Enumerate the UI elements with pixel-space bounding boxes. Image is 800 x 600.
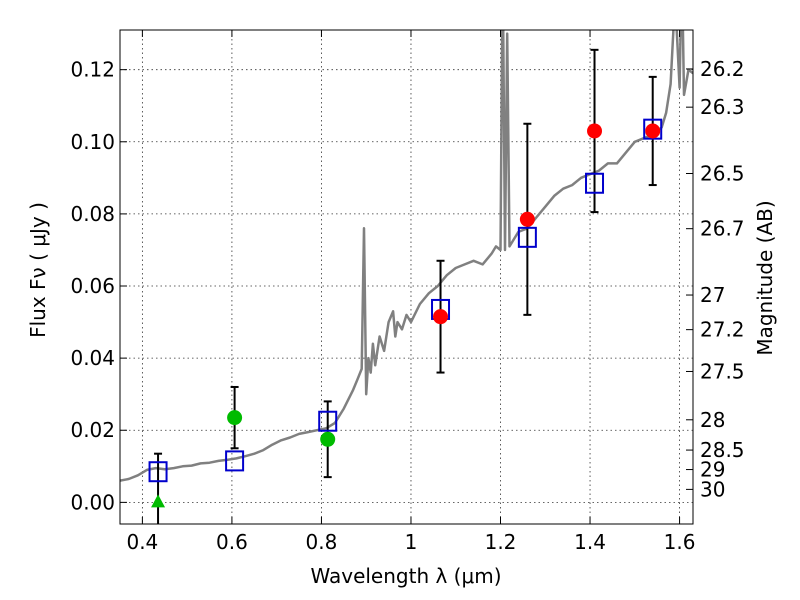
magnitude-tick-label: 30	[700, 477, 725, 501]
x-tick-label: 1.6	[664, 530, 696, 554]
observed-circle-marker	[519, 211, 535, 227]
observed-circle-marker	[587, 123, 603, 139]
model-square-marker	[517, 226, 537, 248]
observed-circle-marker	[227, 410, 243, 426]
x-tick-label: 1.4	[574, 530, 606, 554]
magnitude-tick-label: 27.5	[700, 359, 745, 383]
y-axis: 0.00 0.02 0.04 0.06 0.08 0.10 0.12	[70, 58, 127, 514]
magnitude-tick-label: 26.7	[700, 217, 745, 241]
model-square-marker	[318, 410, 338, 432]
observed-circle-marker	[433, 309, 449, 325]
upper-limit-triangle-marker	[151, 494, 166, 508]
y-tick-label: 0.10	[70, 130, 115, 154]
observed-circle-marker	[645, 123, 661, 139]
x-tick-label: 0.6	[216, 530, 248, 554]
magnitude-tick-label: 29	[700, 458, 725, 482]
magnitude-tick-label: 26.5	[700, 162, 745, 186]
x-tick-label: 0.4	[126, 530, 158, 554]
model-square-marker	[643, 118, 663, 140]
x-tick-label: 1	[405, 530, 418, 554]
y-tick-label: 0.04	[70, 346, 115, 370]
plot-background	[120, 30, 693, 524]
x-tick-label: 1.2	[485, 530, 517, 554]
y-tick-label: 0.00	[70, 490, 115, 514]
magnitude-tick-label: 28.5	[700, 438, 745, 462]
y-tick-label: 0.02	[70, 418, 115, 442]
y-tick-label: 0.06	[70, 274, 115, 298]
model-square-marker	[148, 461, 168, 483]
model-points-layer	[148, 118, 663, 483]
magnitude-axis-label: Magnitude (AB)	[753, 200, 777, 355]
y-tick-label: 0.12	[70, 58, 115, 82]
plot-frame	[119, 29, 694, 525]
x-tick-label: 0.8	[306, 530, 338, 554]
model-square-marker	[585, 172, 605, 194]
magnitude-tick-label: 26.2	[700, 57, 745, 81]
magnitude-tick-label: 26.3	[700, 95, 745, 119]
magnitude-tick-label: 28	[700, 408, 725, 432]
magnitude-tick-label: 27	[700, 283, 725, 307]
grid	[120, 30, 693, 524]
y-axis-label: Flux Fν ( μJy )	[26, 202, 50, 338]
model-square-marker	[225, 450, 245, 472]
observed-circle-marker	[320, 431, 336, 447]
observed-points-layer	[151, 123, 661, 508]
x-axis: 0.4 0.6 0.8 1 1.2 1.4 1.6	[126, 30, 695, 554]
y-tick-label: 0.08	[70, 202, 115, 226]
magnitude-tick-label: 27.2	[700, 318, 745, 342]
x-axis-label: Wavelength λ (μm)	[310, 564, 501, 588]
